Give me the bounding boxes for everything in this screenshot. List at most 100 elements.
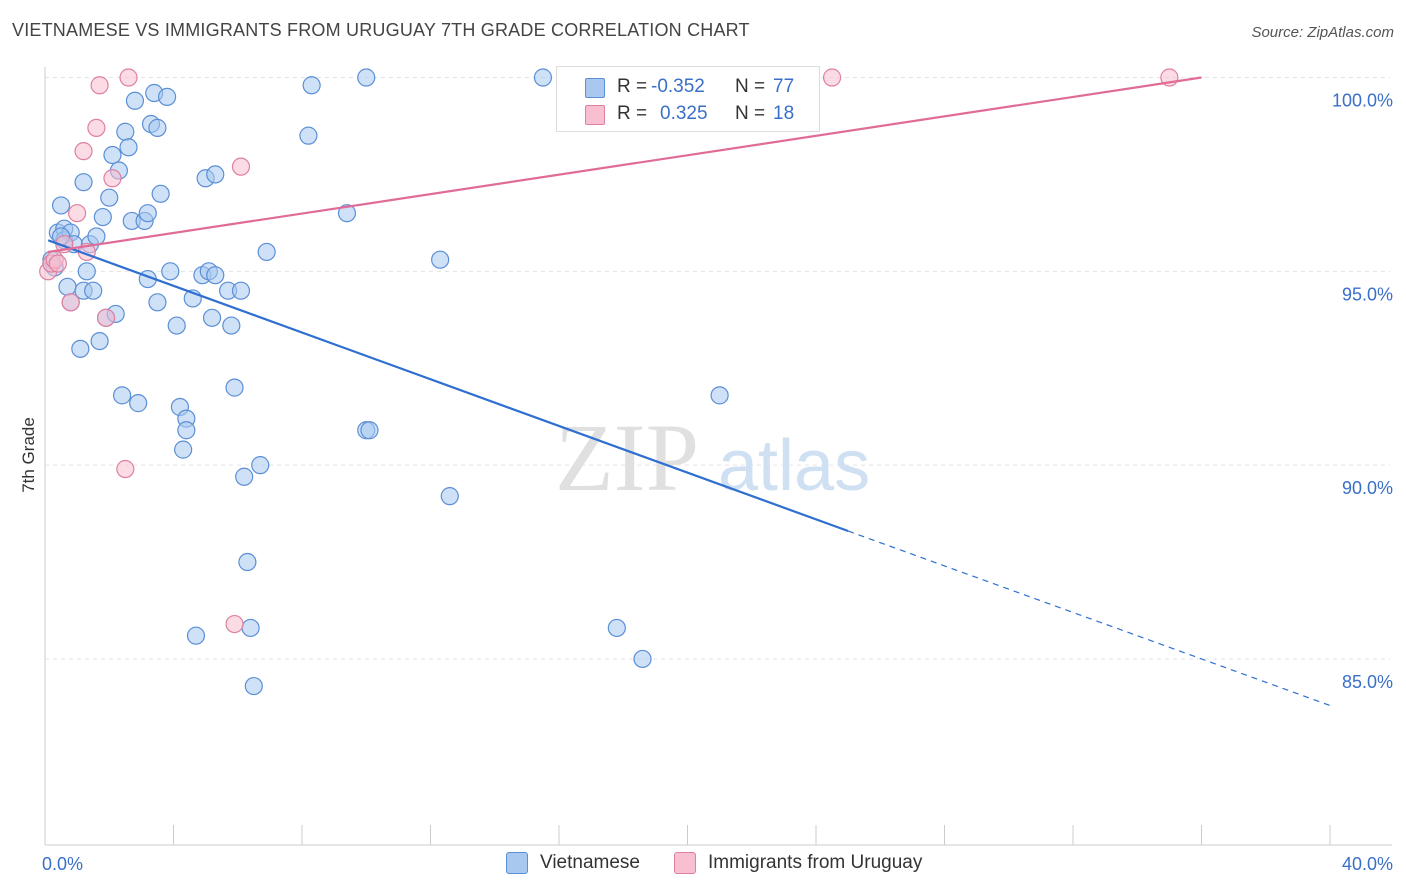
source-label: Source: ZipAtlas.com [1251, 24, 1394, 41]
point-vietnamese [100, 188, 119, 207]
point-vietnamese [231, 281, 251, 300]
legend-label-vietnamese: Vietnamese [540, 852, 640, 873]
watermark: ZIP atlas [555, 404, 870, 511]
trend-line-vietnamese [47, 239, 849, 533]
point-vietnamese [77, 262, 96, 281]
trend-lines [47, 76, 1331, 707]
point-vietnamese [84, 281, 103, 300]
y-axis-title: 7th Grade [19, 417, 38, 493]
point-vietnamese [251, 456, 270, 475]
point-vietnamese [161, 262, 180, 281]
y-tick-label: 85.0% [1342, 672, 1393, 692]
legend-swatch-uruguay [674, 852, 696, 874]
point-vietnamese [116, 122, 135, 141]
point-uruguay [231, 157, 251, 176]
trend-line-vietnamese-extension [847, 530, 1331, 707]
point-vietnamese [206, 165, 225, 184]
point-vietnamese [337, 204, 357, 223]
point-vietnamese [431, 250, 450, 269]
point-vietnamese [360, 421, 379, 440]
point-vietnamese [710, 386, 729, 405]
point-uruguay [68, 204, 87, 223]
point-vietnamese [129, 394, 148, 413]
point-vietnamese [299, 126, 318, 145]
point-vietnamese [151, 184, 170, 203]
point-vietnamese [174, 440, 193, 459]
series-legend: Vietnamese Immigrants from Uruguay [0, 852, 1406, 878]
point-vietnamese [51, 196, 71, 215]
watermark-zip: ZIP [555, 404, 699, 511]
point-uruguay [90, 76, 109, 95]
point-vietnamese [257, 242, 276, 262]
point-vietnamese [235, 467, 254, 486]
point-vietnamese [244, 676, 263, 696]
legend-r-value-vietnamese: -0.352 [651, 76, 705, 97]
point-vietnamese [177, 421, 196, 440]
legend-item-uruguay[interactable]: Immigrants from Uruguay [674, 852, 922, 874]
y-tick-label: 90.0% [1342, 478, 1393, 498]
point-vietnamese [125, 91, 145, 110]
point-vietnamese [148, 293, 167, 312]
point-vietnamese [93, 207, 112, 227]
trend-line-uruguay [48, 76, 1202, 254]
chart-title: VIETNAMESE VS IMMIGRANTS FROM URUGUAY 7T… [12, 20, 750, 40]
point-uruguay [96, 308, 116, 327]
point-vietnamese [633, 649, 652, 669]
legend-swatch-pink [585, 105, 605, 125]
point-vietnamese [148, 118, 167, 137]
point-vietnamese [238, 552, 257, 572]
legend-item-vietnamese[interactable]: Vietnamese [506, 852, 640, 874]
point-vietnamese [302, 76, 321, 95]
uruguay-points [39, 68, 1179, 634]
point-vietnamese [74, 173, 93, 192]
x-tick-label: 40.0% [1342, 854, 1393, 874]
point-uruguay [48, 254, 67, 273]
point-vietnamese [103, 145, 122, 165]
legend-r-value-uruguay: 0.325 [660, 103, 708, 124]
point-vietnamese [87, 227, 106, 246]
point-vietnamese [202, 308, 222, 327]
y-tick-label: 95.0% [1342, 284, 1393, 304]
tick-labels: 100.0% 95.0% 90.0% 85.0% 0.0% 40.0% [42, 91, 1393, 874]
legend-r-label: R = [617, 103, 648, 124]
point-vietnamese [167, 316, 186, 335]
point-vietnamese [206, 266, 225, 285]
point-vietnamese [112, 386, 132, 405]
point-vietnamese [71, 339, 90, 358]
point-vietnamese [222, 316, 241, 335]
point-vietnamese [157, 87, 177, 106]
legend-r-label: R = [617, 76, 648, 97]
point-uruguay [119, 68, 138, 87]
point-uruguay [103, 169, 122, 188]
legend-n-label: N = [735, 103, 766, 124]
y-tick-label: 100.0% [1332, 91, 1393, 111]
point-vietnamese [440, 487, 459, 506]
axes [44, 67, 1392, 846]
vietnamese-points [42, 68, 729, 696]
point-vietnamese [225, 378, 244, 397]
point-uruguay [225, 614, 244, 634]
legend-label-uruguay: Immigrants from Uruguay [708, 852, 923, 873]
watermark-atlas: atlas [718, 426, 870, 506]
point-vietnamese [58, 277, 77, 296]
point-vietnamese [119, 138, 138, 157]
point-uruguay [116, 459, 135, 479]
legend-n-value-uruguay: 18 [773, 103, 795, 124]
point-vietnamese [241, 618, 260, 638]
legend-n-label: N = [735, 76, 766, 97]
point-uruguay [61, 293, 80, 312]
point-uruguay [87, 118, 106, 137]
x-tick-label: 0.0% [42, 854, 83, 874]
legend-swatch-blue [585, 78, 605, 98]
point-vietnamese [607, 618, 626, 638]
point-vietnamese [138, 204, 157, 223]
point-uruguay [74, 142, 93, 161]
stats-legend: R = -0.352 N = 77 R = 0.325 N = 18 [556, 66, 820, 132]
legend-swatch-vietnamese [506, 852, 528, 874]
point-vietnamese [357, 68, 376, 87]
point-uruguay [822, 68, 842, 87]
point-vietnamese [186, 626, 206, 645]
point-vietnamese [533, 68, 553, 87]
legend-n-value-vietnamese: 77 [773, 76, 795, 97]
